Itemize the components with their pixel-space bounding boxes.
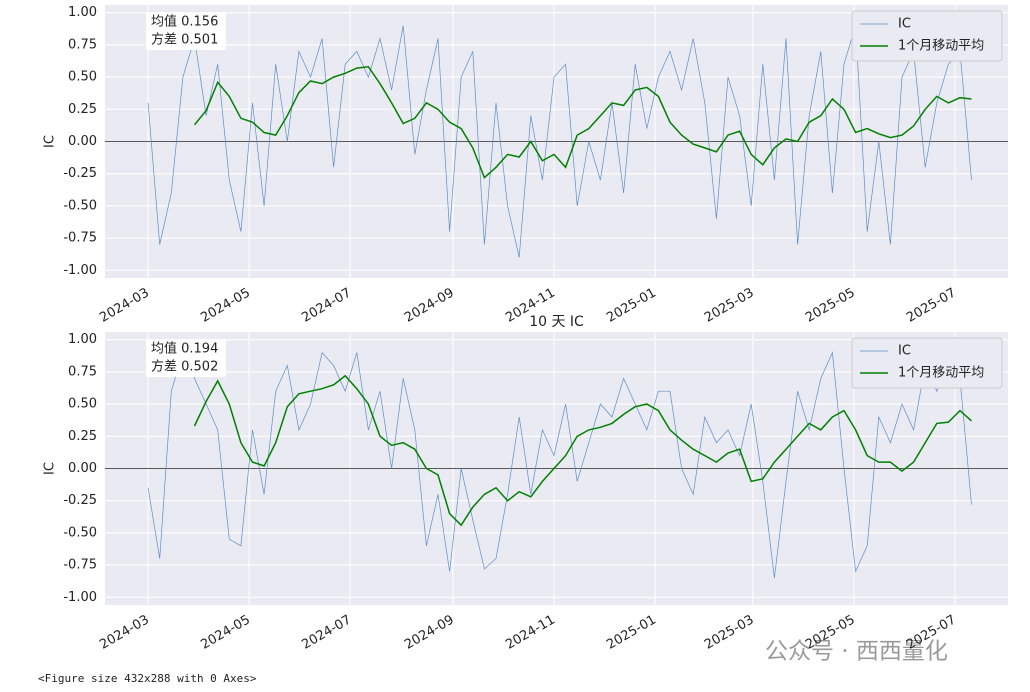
y-tick-label: 0.50	[68, 70, 97, 85]
legend-label: 1个月移动平均	[898, 366, 984, 381]
y-tick-label: -0.75	[63, 558, 97, 573]
legend-box	[851, 10, 1003, 62]
x-tick-label: 2025-01	[604, 613, 659, 653]
y-tick-label: -0.75	[63, 231, 97, 246]
series-line	[193, 66, 972, 179]
y-tick-label: 0.00	[68, 134, 97, 149]
series-line	[193, 374, 973, 527]
legend-label: IC	[898, 17, 911, 32]
y-tick-label: 1.00	[68, 332, 97, 347]
x-tick-label: 2025-03	[702, 286, 757, 326]
series-line	[147, 351, 972, 579]
x-tick-label: 2025-07	[904, 286, 959, 326]
legend-label: IC	[898, 344, 911, 359]
y-tick-label: -0.50	[63, 198, 97, 213]
stats-text: 方差 0.502	[151, 359, 218, 375]
x-tick-label: 2024-09	[402, 613, 457, 653]
x-tick-label: 2024-09	[402, 286, 457, 326]
x-tick-label: 2024-07	[299, 286, 354, 326]
legend-box	[851, 337, 1003, 389]
y-tick-label: 0.50	[68, 397, 97, 412]
chart-title: 10 天 IC	[529, 314, 584, 330]
x-tick-label: 2024-07	[299, 613, 354, 653]
y-axis-label: IC	[43, 462, 58, 475]
y-tick-label: -1.00	[63, 263, 97, 278]
x-tick-label: 2024-05	[198, 286, 253, 326]
y-tick-label: 0.25	[68, 102, 97, 117]
y-tick-label: 1.00	[68, 5, 97, 20]
x-tick-label: 2024-05	[198, 613, 253, 653]
x-tick-label: 2025-01	[604, 286, 659, 326]
y-tick-label: 0.00	[68, 461, 97, 476]
x-tick-label: 2024-03	[97, 286, 152, 326]
y-tick-label: 0.75	[68, 364, 97, 379]
legend-label: 1个月移动平均	[898, 39, 984, 54]
y-tick-label: 0.75	[68, 37, 97, 52]
y-tick-label: -0.25	[63, 493, 97, 508]
watermark: 公众号 · 西西量化	[765, 639, 948, 665]
x-tick-label: 2024-03	[97, 613, 152, 653]
y-tick-label: -0.50	[63, 525, 97, 540]
stats-text: 均值 0.194	[151, 341, 218, 357]
y-axis-label: IC	[43, 135, 58, 148]
figure-footer: <Figure size 432x288 with 0 Axes>	[38, 672, 257, 685]
series-line	[147, 25, 972, 258]
y-tick-label: 0.25	[68, 429, 97, 444]
y-tick-label: -0.25	[63, 166, 97, 181]
stats-box	[146, 12, 226, 50]
stats-text: 方差 0.501	[151, 32, 218, 48]
x-tick-label: 2025-03	[702, 613, 757, 653]
x-tick-label: 2025-05	[803, 286, 858, 326]
stats-text: 均值 0.156	[151, 14, 218, 30]
y-tick-label: -1.00	[63, 590, 97, 605]
x-tick-label: 2024-11	[503, 613, 558, 653]
stats-box	[146, 339, 226, 377]
